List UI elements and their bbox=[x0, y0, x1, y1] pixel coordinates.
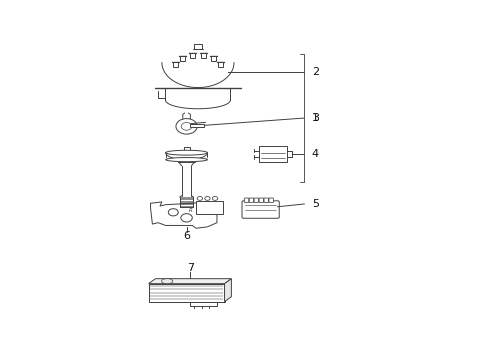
FancyBboxPatch shape bbox=[245, 198, 249, 202]
Text: 1: 1 bbox=[312, 113, 319, 123]
Bar bbox=[190, 53, 195, 58]
FancyBboxPatch shape bbox=[264, 198, 269, 202]
Polygon shape bbox=[166, 153, 207, 159]
Text: 4: 4 bbox=[312, 149, 319, 159]
Bar bbox=[190, 302, 217, 306]
Polygon shape bbox=[224, 279, 231, 302]
Polygon shape bbox=[148, 284, 224, 302]
FancyBboxPatch shape bbox=[249, 198, 254, 202]
Circle shape bbox=[205, 197, 210, 201]
Circle shape bbox=[181, 214, 192, 222]
Bar bbox=[180, 56, 185, 61]
Polygon shape bbox=[162, 63, 234, 87]
Polygon shape bbox=[148, 279, 231, 284]
FancyBboxPatch shape bbox=[259, 198, 264, 202]
Circle shape bbox=[197, 197, 202, 201]
Text: R: R bbox=[189, 208, 192, 213]
FancyBboxPatch shape bbox=[269, 198, 273, 202]
Circle shape bbox=[181, 122, 192, 130]
Polygon shape bbox=[166, 87, 230, 109]
Text: 3: 3 bbox=[312, 113, 319, 123]
Bar bbox=[218, 62, 223, 67]
Bar bbox=[190, 124, 204, 127]
Text: 5: 5 bbox=[312, 199, 319, 209]
Circle shape bbox=[176, 118, 197, 134]
Ellipse shape bbox=[166, 158, 207, 162]
FancyBboxPatch shape bbox=[242, 201, 279, 218]
Text: 6: 6 bbox=[183, 231, 190, 241]
FancyBboxPatch shape bbox=[254, 198, 259, 202]
Text: 2: 2 bbox=[312, 67, 319, 77]
Circle shape bbox=[212, 197, 218, 201]
Bar bbox=[211, 56, 216, 61]
Ellipse shape bbox=[162, 279, 173, 284]
Text: 7: 7 bbox=[187, 263, 194, 273]
Bar bbox=[259, 147, 287, 162]
Bar bbox=[173, 62, 178, 67]
Ellipse shape bbox=[166, 150, 207, 155]
Bar bbox=[201, 53, 206, 58]
Polygon shape bbox=[150, 202, 217, 228]
Bar bbox=[196, 201, 222, 214]
Circle shape bbox=[169, 209, 178, 216]
